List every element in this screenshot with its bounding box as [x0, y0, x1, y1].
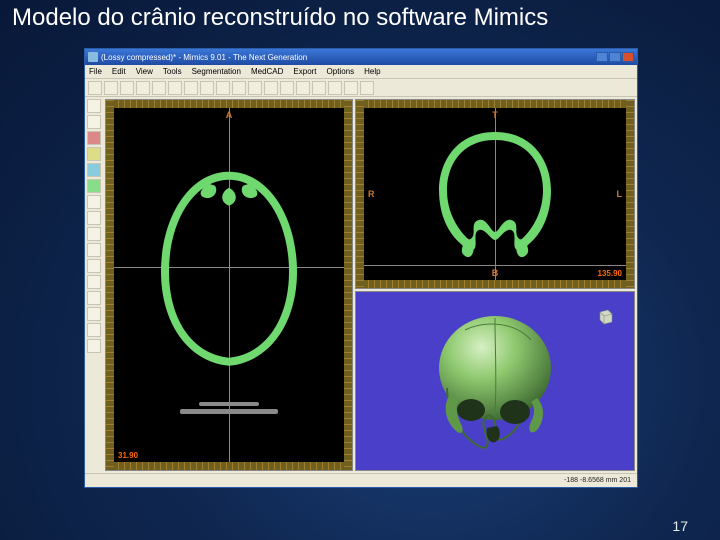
menu-file[interactable]: File [89, 67, 102, 76]
toolbar-button[interactable] [232, 81, 246, 95]
tool-button[interactable] [87, 339, 101, 353]
minimize-button[interactable] [596, 52, 608, 62]
close-button[interactable] [622, 52, 634, 62]
toolbar-button[interactable] [184, 81, 198, 95]
coronal-view[interactable]: T B R L 135.90 [355, 99, 635, 289]
orient-left: R [368, 189, 375, 199]
axial-skull-outline [139, 162, 319, 382]
tool-button[interactable] [87, 323, 101, 337]
menu-bar: File Edit View Tools Segmentation MedCAD… [85, 65, 637, 79]
tool-button[interactable] [87, 291, 101, 305]
coronal-slice-value: 135.90 [598, 269, 622, 278]
toolbar-button[interactable] [104, 81, 118, 95]
menu-help[interactable]: Help [364, 67, 380, 76]
menu-view[interactable]: View [136, 67, 153, 76]
axial-view[interactable]: A 31.90 [105, 99, 353, 471]
ruler-bottom [356, 280, 634, 288]
orient-top: T [492, 110, 498, 120]
menu-tools[interactable]: Tools [163, 67, 182, 76]
tool-button[interactable] [87, 275, 101, 289]
toolbar-button[interactable] [120, 81, 134, 95]
page-number: 17 [672, 518, 688, 534]
toolbar-button[interactable] [280, 81, 294, 95]
toolbar-button[interactable] [216, 81, 230, 95]
tool-button[interactable] [87, 131, 101, 145]
tool-button[interactable] [87, 195, 101, 209]
workspace: T B R L 135.90 [85, 97, 637, 473]
toolbar-button[interactable] [200, 81, 214, 95]
ct-platform [180, 409, 278, 414]
tool-button[interactable] [87, 307, 101, 321]
view-panels: T B R L 135.90 [103, 97, 637, 473]
threed-view[interactable] [355, 291, 635, 471]
mimics-app-window: (Lossy compressed)* - Mimics 9.01 - The … [84, 48, 638, 488]
ct-platform-pad [199, 402, 258, 406]
orientation-cube-icon[interactable] [596, 308, 614, 326]
toolbar-button[interactable] [312, 81, 326, 95]
menu-export[interactable]: Export [293, 67, 316, 76]
toolbar-button[interactable] [88, 81, 102, 95]
toolbar-button[interactable] [136, 81, 150, 95]
toolbar-button[interactable] [248, 81, 262, 95]
ruler-left [356, 100, 364, 288]
status-bar: -188 -8.6568 mm 201 [85, 473, 637, 487]
tool-button[interactable] [87, 211, 101, 225]
tool-button[interactable] [87, 115, 101, 129]
toolbar-button[interactable] [264, 81, 278, 95]
orient-top: A [226, 110, 233, 120]
tool-button[interactable] [87, 179, 101, 193]
main-toolbar [85, 79, 637, 97]
tool-button[interactable] [87, 259, 101, 273]
ruler-top [106, 100, 352, 108]
ruler-top [356, 100, 634, 108]
toolbar-button[interactable] [360, 81, 374, 95]
window-title: (Lossy compressed)* - Mimics 9.01 - The … [101, 53, 593, 62]
tool-button[interactable] [87, 227, 101, 241]
slide-title: Modelo do crânio reconstruído no softwar… [12, 4, 548, 32]
left-toolbar [85, 97, 103, 473]
toolbar-button[interactable] [344, 81, 358, 95]
ruler-right [626, 100, 634, 288]
menu-edit[interactable]: Edit [112, 67, 126, 76]
maximize-button[interactable] [609, 52, 621, 62]
coronal-skull-outline [425, 124, 565, 264]
ruler-right [344, 100, 352, 470]
ruler-bottom [106, 462, 352, 470]
tool-button[interactable] [87, 147, 101, 161]
toolbar-button[interactable] [296, 81, 310, 95]
toolbar-button[interactable] [168, 81, 182, 95]
skull-3d-model [425, 310, 565, 460]
window-control-buttons [596, 52, 634, 62]
menu-options[interactable]: Options [327, 67, 355, 76]
menu-medcad[interactable]: MedCAD [251, 67, 283, 76]
toolbar-button[interactable] [328, 81, 342, 95]
ruler-left [106, 100, 114, 470]
app-icon [88, 52, 98, 62]
menu-segmentation[interactable]: Segmentation [192, 67, 241, 76]
tool-button[interactable] [87, 163, 101, 177]
window-titlebar: (Lossy compressed)* - Mimics 9.01 - The … [85, 49, 637, 65]
orient-bottom: B [492, 268, 499, 278]
toolbar-button[interactable] [152, 81, 166, 95]
tool-button[interactable] [87, 243, 101, 257]
status-coords: -188 -8.6568 mm 201 [564, 477, 631, 484]
orient-right: L [617, 189, 623, 199]
tool-button[interactable] [87, 99, 101, 113]
axial-slice-value: 31.90 [118, 451, 138, 460]
